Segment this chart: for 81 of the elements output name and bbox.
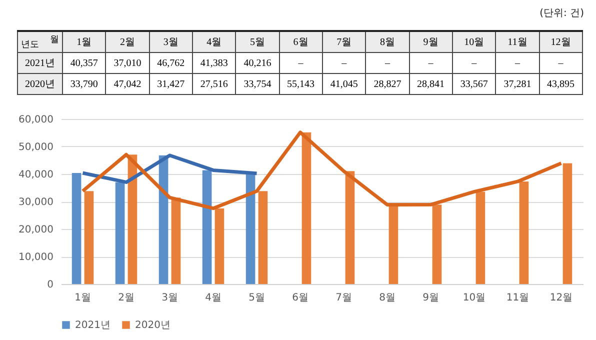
bar bbox=[72, 173, 82, 284]
bar bbox=[432, 204, 442, 284]
text: 2021년 bbox=[25, 58, 55, 69]
category-label: 12월 bbox=[550, 37, 571, 48]
text: 2020년 bbox=[25, 79, 55, 90]
x-tick-label: 11월 bbox=[506, 292, 530, 304]
bar bbox=[476, 192, 486, 284]
bar bbox=[258, 191, 268, 284]
bar bbox=[302, 132, 312, 284]
x-tick-label: 8월 bbox=[379, 292, 396, 304]
y-tick-label: 30,000 bbox=[18, 197, 54, 208]
data-label: 33,567 bbox=[452, 74, 496, 94]
y-tick-label: 20,000 bbox=[18, 224, 54, 236]
data-label: 41,383 bbox=[192, 52, 236, 74]
data-label: 55,143 bbox=[279, 74, 322, 94]
data-label: 41,045 bbox=[322, 74, 366, 94]
category-label: 6월 bbox=[293, 37, 308, 48]
text: – bbox=[298, 58, 304, 68]
category-label: 2월 bbox=[120, 37, 135, 48]
text: (단위: 건) bbox=[540, 7, 584, 20]
x-tick-label: 5월 bbox=[248, 292, 265, 304]
legend-label: 2020년 bbox=[135, 320, 170, 331]
category-label: 11월 bbox=[508, 37, 528, 48]
data-label: 28,827 bbox=[366, 74, 410, 94]
x-tick-label: 10월 bbox=[462, 292, 486, 304]
x-tick-label: 3월 bbox=[162, 292, 178, 304]
bar bbox=[388, 204, 398, 284]
data-label: 31,427 bbox=[149, 74, 192, 94]
legend-label: 2021년 bbox=[75, 320, 110, 331]
data-label: 43,895 bbox=[539, 74, 582, 94]
text: – bbox=[428, 58, 434, 68]
x-tick-label: 7월 bbox=[336, 292, 352, 304]
text: 년도 bbox=[21, 38, 39, 51]
data-label: 40,216 bbox=[236, 52, 280, 74]
data-label: 37,010 bbox=[106, 52, 150, 74]
bar bbox=[345, 171, 355, 284]
bar bbox=[562, 163, 572, 284]
bar bbox=[158, 155, 168, 284]
data-label: 46,762 bbox=[149, 52, 192, 74]
data-label: 40,357 bbox=[62, 52, 106, 74]
data-label: 33,754 bbox=[236, 74, 280, 94]
text: – bbox=[514, 58, 520, 68]
data-label: 47,042 bbox=[106, 74, 150, 94]
bar bbox=[115, 182, 125, 284]
category-label: 3월 bbox=[163, 37, 178, 48]
line-series bbox=[81, 130, 563, 210]
text: – bbox=[342, 58, 347, 68]
x-tick-label: 2월 bbox=[118, 292, 134, 304]
bar bbox=[128, 154, 138, 284]
bar bbox=[84, 191, 94, 284]
category-label: 4월 bbox=[206, 37, 222, 48]
x-tick-label: 6월 bbox=[292, 292, 308, 304]
line-series bbox=[81, 154, 258, 184]
x-tick-label: 4월 bbox=[205, 292, 222, 304]
data-label: 28,841 bbox=[409, 74, 452, 94]
y-tick-label: 10,000 bbox=[18, 252, 54, 263]
y-tick-label: 60,000 bbox=[18, 114, 54, 126]
bar bbox=[519, 181, 529, 284]
text: – bbox=[558, 58, 564, 68]
text: 월 bbox=[50, 33, 59, 46]
category-label: 9월 bbox=[423, 37, 438, 48]
category-label: 8월 bbox=[380, 37, 395, 48]
bar bbox=[214, 208, 224, 284]
y-tick-label: 40,000 bbox=[18, 170, 54, 180]
category-label: 10월 bbox=[464, 37, 484, 48]
category-label: 5월 bbox=[250, 37, 265, 48]
data-label: 37,281 bbox=[496, 74, 540, 94]
data-label: 27,516 bbox=[192, 74, 236, 94]
x-tick-label: 12월 bbox=[550, 292, 573, 304]
bar bbox=[202, 170, 212, 284]
bar bbox=[246, 173, 256, 284]
y-tick-label: 0 bbox=[47, 280, 54, 290]
bar bbox=[171, 198, 181, 284]
category-label: 7월 bbox=[336, 37, 352, 48]
x-tick-label: 9월 bbox=[422, 292, 439, 304]
y-tick-label: 50,000 bbox=[18, 142, 54, 153]
category-label: 1월 bbox=[76, 37, 92, 48]
text: – bbox=[472, 58, 477, 68]
x-tick-label: 1월 bbox=[74, 292, 91, 304]
text: – bbox=[384, 58, 390, 68]
data-label: 33,790 bbox=[62, 74, 106, 94]
